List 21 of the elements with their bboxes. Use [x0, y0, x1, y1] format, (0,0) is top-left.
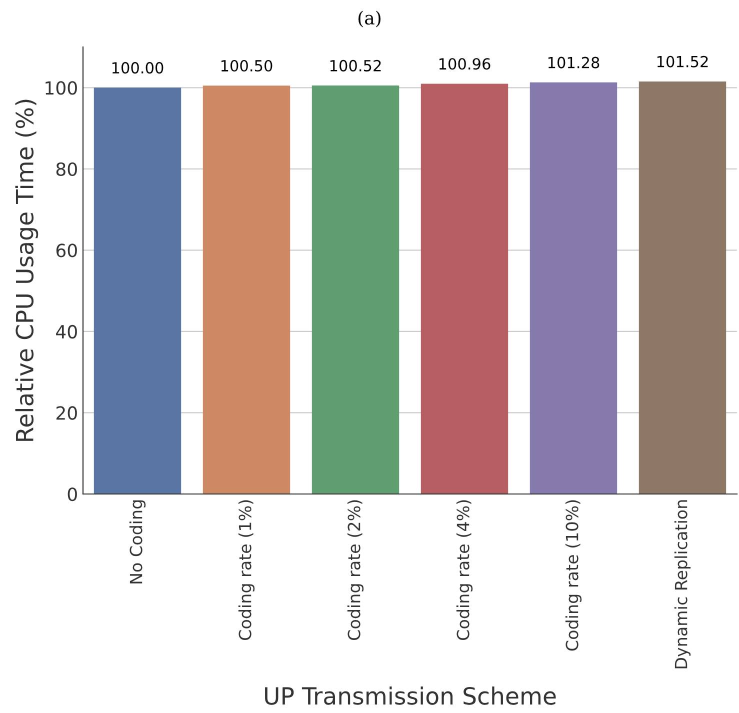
- y-tick-label: 60: [56, 244, 77, 258]
- data-label: 100.52: [330, 60, 381, 72]
- x-tick-label: Coding rate (4%): [456, 500, 473, 640]
- x-axis-title: UP Transmission Scheme: [265, 686, 556, 705]
- y-tick-label: 20: [56, 406, 77, 420]
- y-axis-title: Relative CPU Usage Time (%): [15, 100, 38, 441]
- data-label: 100.00: [112, 62, 164, 74]
- x-tick-label: Coding rate (10%): [565, 500, 582, 651]
- x-tick-label: Coding rate (2%): [347, 500, 364, 640]
- x-tick-label: Coding rate (1%): [238, 500, 255, 640]
- data-label: 101.52: [657, 56, 708, 68]
- data-label: 101.28: [548, 56, 600, 68]
- y-tick-label: 80: [56, 162, 77, 176]
- x-tick-label: No Coding: [129, 500, 146, 584]
- y-tick-label: 100: [46, 81, 77, 95]
- y-tick-label: 0: [68, 487, 77, 502]
- chart-title: (a): [358, 10, 380, 28]
- y-tick-label: 40: [56, 324, 77, 339]
- data-label: 100.96: [439, 58, 490, 70]
- x-tick-label: Dynamic Replication: [674, 500, 691, 668]
- data-label: 100.50: [221, 60, 272, 72]
